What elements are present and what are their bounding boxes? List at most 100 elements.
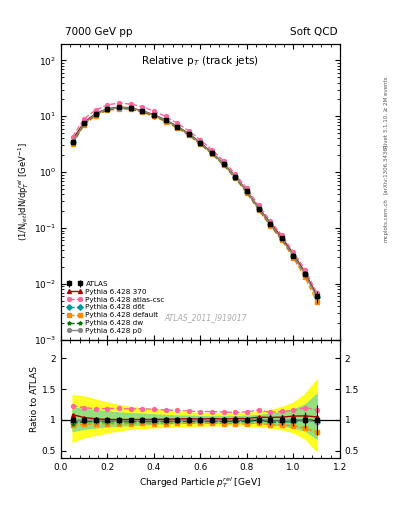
Pythia 6.428 p0 <box>314 294 319 300</box>
Pythia 6.428 370 <box>152 112 156 118</box>
Pythia 6.428 370 <box>198 140 203 146</box>
Pythia 6.428 dw <box>268 221 273 227</box>
Pythia 6.428 dw <box>175 124 180 131</box>
Pythia 6.428 atlas-csc <box>210 147 215 153</box>
Pythia 6.428 d6t <box>70 139 75 145</box>
Pythia 6.428 370 <box>94 111 98 117</box>
Text: Rivet 3.1.10, ≥ 2M events: Rivet 3.1.10, ≥ 2M events <box>383 77 388 148</box>
Pythia 6.428 d6t <box>128 105 133 112</box>
Pythia 6.428 dw <box>256 206 261 212</box>
Pythia 6.428 default <box>210 151 215 157</box>
Text: Relative p$_{T}$ (track jets): Relative p$_{T}$ (track jets) <box>141 54 259 68</box>
Pythia 6.428 dw <box>128 105 133 112</box>
Pythia 6.428 d6t <box>117 104 121 111</box>
Pythia 6.428 dw <box>210 151 215 157</box>
Pythia 6.428 d6t <box>140 108 145 114</box>
Pythia 6.428 d6t <box>291 253 296 260</box>
Pythia 6.428 default <box>279 237 284 243</box>
Pythia 6.428 atlas-csc <box>268 218 273 224</box>
Pythia 6.428 p0 <box>163 117 168 123</box>
Pythia 6.428 default <box>70 141 75 147</box>
Pythia 6.428 dw <box>233 175 238 181</box>
Pythia 6.428 d6t <box>175 124 180 130</box>
Pythia 6.428 p0 <box>152 112 156 118</box>
Pythia 6.428 p0 <box>303 271 307 277</box>
Pythia 6.428 p0 <box>291 252 296 259</box>
Pythia 6.428 d6t <box>221 161 226 167</box>
Pythia 6.428 370 <box>210 150 215 156</box>
Pythia 6.428 p0 <box>279 236 284 242</box>
Line: Pythia 6.428 p0: Pythia 6.428 p0 <box>71 105 319 299</box>
Pythia 6.428 atlas-csc <box>314 289 319 295</box>
Pythia 6.428 d6t <box>210 150 215 156</box>
Pythia 6.428 atlas-csc <box>221 158 226 164</box>
Pythia 6.428 p0 <box>105 106 110 112</box>
Pythia 6.428 default <box>117 105 121 112</box>
Pythia 6.428 default <box>152 113 156 119</box>
Pythia 6.428 d6t <box>268 221 273 227</box>
Pythia 6.428 p0 <box>117 104 121 111</box>
Pythia 6.428 370 <box>221 161 226 167</box>
Pythia 6.428 default <box>233 176 238 182</box>
Pythia 6.428 default <box>163 119 168 125</box>
Pythia 6.428 dw <box>279 236 284 242</box>
Pythia 6.428 d6t <box>256 206 261 212</box>
Pythia 6.428 atlas-csc <box>303 267 307 273</box>
Pythia 6.428 atlas-csc <box>186 127 191 134</box>
Pythia 6.428 atlas-csc <box>140 103 145 110</box>
Text: Soft QCD: Soft QCD <box>290 27 337 37</box>
Pythia 6.428 default <box>186 132 191 138</box>
Pythia 6.428 atlas-csc <box>94 107 98 113</box>
Pythia 6.428 atlas-csc <box>117 100 121 106</box>
Pythia 6.428 dw <box>198 141 203 147</box>
Line: Pythia 6.428 370: Pythia 6.428 370 <box>71 105 319 297</box>
Text: ATLAS_2011_I919017: ATLAS_2011_I919017 <box>165 313 247 322</box>
Pythia 6.428 370 <box>128 105 133 111</box>
X-axis label: Charged Particle $p^{rel}_{T}$ [GeV]: Charged Particle $p^{rel}_{T}$ [GeV] <box>140 475 261 490</box>
Pythia 6.428 atlas-csc <box>244 185 249 191</box>
Pythia 6.428 370 <box>268 220 273 226</box>
Pythia 6.428 dw <box>82 121 86 127</box>
Pythia 6.428 370 <box>303 269 307 275</box>
Pythia 6.428 default <box>303 274 307 281</box>
Pythia 6.428 p0 <box>244 188 249 195</box>
Pythia 6.428 p0 <box>82 120 86 126</box>
Pythia 6.428 atlas-csc <box>233 171 238 177</box>
Pythia 6.428 dw <box>140 109 145 115</box>
Pythia 6.428 dw <box>163 118 168 124</box>
Pythia 6.428 atlas-csc <box>279 232 284 239</box>
Pythia 6.428 default <box>268 223 273 229</box>
Pythia 6.428 dw <box>70 140 75 146</box>
Pythia 6.428 default <box>198 141 203 147</box>
Pythia 6.428 p0 <box>70 139 75 145</box>
Pythia 6.428 d6t <box>198 140 203 146</box>
Pythia 6.428 dw <box>152 113 156 119</box>
Pythia 6.428 p0 <box>140 108 145 114</box>
Pythia 6.428 atlas-csc <box>70 134 75 140</box>
Pythia 6.428 p0 <box>94 111 98 117</box>
Line: Pythia 6.428 d6t: Pythia 6.428 d6t <box>71 106 319 299</box>
Pythia 6.428 370 <box>117 104 121 110</box>
Pythia 6.428 370 <box>82 119 86 125</box>
Pythia 6.428 dw <box>244 189 249 195</box>
Pythia 6.428 default <box>82 122 86 128</box>
Pythia 6.428 d6t <box>94 111 98 117</box>
Legend: ATLAS, Pythia 6.428 370, Pythia 6.428 atlas-csc, Pythia 6.428 d6t, Pythia 6.428 : ATLAS, Pythia 6.428 370, Pythia 6.428 at… <box>64 279 167 336</box>
Pythia 6.428 dw <box>186 132 191 138</box>
Pythia 6.428 p0 <box>233 174 238 180</box>
Pythia 6.428 default <box>314 298 319 305</box>
Pythia 6.428 dw <box>105 106 110 113</box>
Pythia 6.428 d6t <box>163 118 168 124</box>
Pythia 6.428 atlas-csc <box>163 113 168 119</box>
Text: mcplots.cern.ch: mcplots.cern.ch <box>383 198 388 242</box>
Pythia 6.428 atlas-csc <box>291 249 296 255</box>
Pythia 6.428 370 <box>256 205 261 211</box>
Pythia 6.428 default <box>221 162 226 168</box>
Pythia 6.428 p0 <box>210 150 215 156</box>
Pythia 6.428 d6t <box>186 131 191 137</box>
Pythia 6.428 d6t <box>244 189 249 195</box>
Pythia 6.428 atlas-csc <box>128 101 133 107</box>
Pythia 6.428 p0 <box>256 205 261 211</box>
Pythia 6.428 default <box>244 190 249 196</box>
Pythia 6.428 atlas-csc <box>152 108 156 114</box>
